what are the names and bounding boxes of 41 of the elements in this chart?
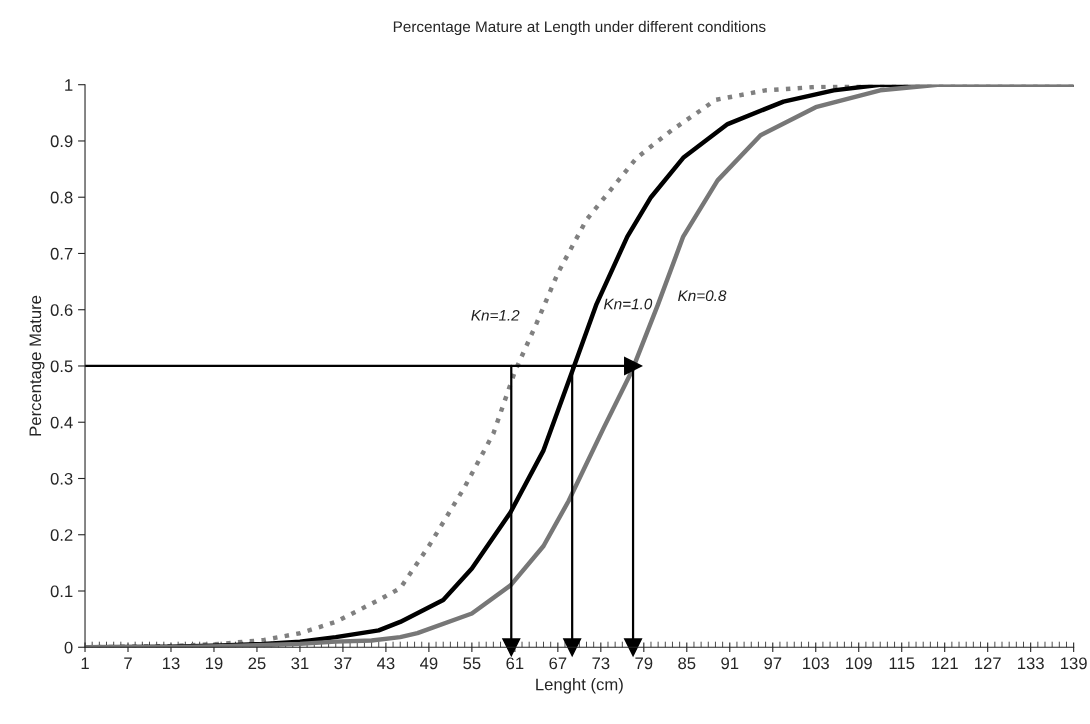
x-tick-label: 85 <box>678 657 696 670</box>
y-tick-label: 0.4 <box>50 416 73 429</box>
y-tick-label: 0.1 <box>50 585 73 598</box>
y-tick-label: 0.8 <box>50 191 73 204</box>
x-tick-label: 121 <box>932 657 958 670</box>
y-tick-label: 0.5 <box>50 360 73 373</box>
x-tick-label: 127 <box>975 657 1001 670</box>
y-tick-label: 0.2 <box>50 529 73 541</box>
x-tick-label: 43 <box>377 657 395 670</box>
x-tick-label: 67 <box>549 657 567 670</box>
x-tick-label: 109 <box>846 657 872 670</box>
series-label: Kn=1.0 <box>603 298 653 310</box>
x-tick-label: 97 <box>764 657 782 670</box>
y-tick-label: 0.9 <box>50 135 73 148</box>
y-tick-label: 0.3 <box>50 472 73 485</box>
x-tick-label: 133 <box>1018 657 1044 670</box>
series-label: Kn=1.2 <box>471 309 520 321</box>
y-tick-label: 1 <box>65 79 73 91</box>
x-tick-label: 79 <box>635 657 653 670</box>
y-tick-label: 0.6 <box>50 304 73 316</box>
y-tick-label: 0.7 <box>50 247 73 260</box>
x-tick-label: 49 <box>420 657 438 670</box>
y-tick-label: 0 <box>64 641 73 654</box>
x-axis-title: Lenght (cm) <box>536 678 623 694</box>
x-tick-label: 73 <box>592 657 610 670</box>
x-tick-label: 91 <box>721 657 739 670</box>
x-tick-label: 7 <box>124 657 132 670</box>
x-tick-label: 13 <box>162 657 180 670</box>
x-tick-label: 115 <box>889 657 915 670</box>
y-axis-title: Percentage Mature <box>29 295 45 436</box>
x-tick-label: 139 <box>1061 657 1087 670</box>
series-label: Kn=0.8 <box>678 290 727 302</box>
x-tick-label: 19 <box>205 657 223 670</box>
x-tick-label: 25 <box>248 657 266 670</box>
x-tick-label: 1 <box>81 657 89 670</box>
x-tick-label: 37 <box>334 657 352 670</box>
x-tick-label: 61 <box>506 657 524 670</box>
x-tick-label: 103 <box>803 657 829 670</box>
chart-title: Percentage Mature at Length under different conditions <box>393 20 766 36</box>
x-tick-label: 31 <box>291 657 309 670</box>
x-tick-label: 55 <box>463 657 481 670</box>
